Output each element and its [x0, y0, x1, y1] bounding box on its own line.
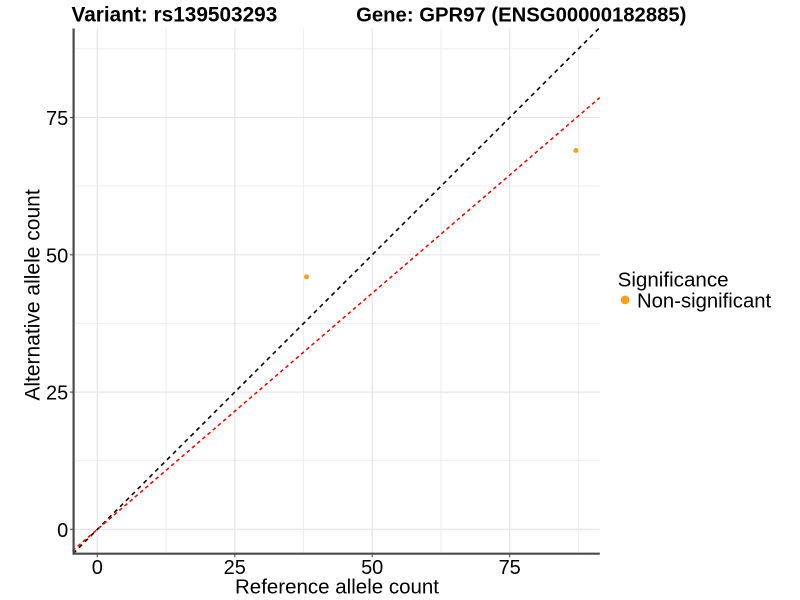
svg-text:Alternative allele count: Alternative allele count: [22, 189, 45, 400]
svg-text:Non-significant: Non-significant: [637, 290, 772, 312]
svg-text:Significance: Significance: [618, 269, 729, 292]
svg-text:75: 75: [499, 557, 521, 579]
svg-text:25: 25: [46, 383, 68, 405]
svg-text:50: 50: [361, 557, 383, 579]
svg-text:0: 0: [57, 520, 68, 542]
svg-text:Gene: GPR97 (ENSG00000182885): Gene: GPR97 (ENSG00000182885): [356, 5, 686, 27]
svg-text:Variant: rs139503293: Variant: rs139503293: [72, 4, 278, 27]
svg-text:0: 0: [92, 557, 103, 579]
svg-text:50: 50: [46, 245, 68, 267]
svg-text:25: 25: [224, 557, 246, 579]
svg-text:Reference allele count: Reference allele count: [235, 576, 439, 599]
svg-text:75: 75: [46, 108, 68, 130]
